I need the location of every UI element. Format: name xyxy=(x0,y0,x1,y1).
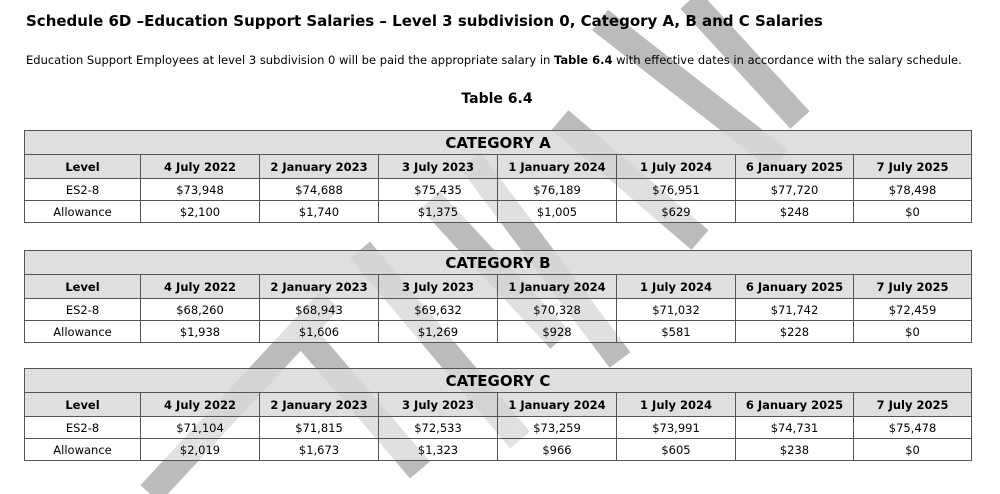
intro-table-ref: Table 6.4 xyxy=(554,53,613,67)
column-header: 1 January 2024 xyxy=(497,154,617,179)
table-row: Allowance $2,019 $1,673 $1,323 $966 $605 $238 $… xyxy=(24,438,973,461)
column-header: 4 July 2022 xyxy=(140,274,260,299)
column-header: 1 January 2024 xyxy=(497,392,617,417)
salary-cell: $1,323 xyxy=(378,438,498,461)
intro-text-before: Education Support Employees at level 3 s… xyxy=(26,53,555,67)
salary-cell: $1,673 xyxy=(259,438,379,461)
salary-cell: $1,938 xyxy=(140,320,260,343)
salary-cell: $629 xyxy=(616,200,736,223)
column-header: 2 January 2023 xyxy=(259,392,379,417)
salary-cell: $76,189 xyxy=(497,178,617,201)
row-label: Allowance xyxy=(24,320,141,343)
salary-cell: $76,951 xyxy=(616,178,736,201)
salary-cell: $70,328 xyxy=(497,298,617,321)
salary-cell: $77,720 xyxy=(735,178,854,201)
salary-cell: $2,019 xyxy=(140,438,260,461)
table-row: ES2-8 $68,260 $68,943 $69,632 $70,328 $71,032… xyxy=(24,298,972,321)
column-header: 7 July 2025 xyxy=(852,154,973,179)
column-header: 2 January 2023 xyxy=(259,154,379,179)
salary-cell: $72,459 xyxy=(853,298,972,321)
salary-cell: $69,632 xyxy=(378,298,498,321)
page-heading: Schedule 6D –Education Support Salaries … xyxy=(26,12,823,30)
salary-cell: $1,269 xyxy=(378,320,498,343)
table-row: Allowance $2,100 $1,740 $1,375 $1,005 $629 $24… xyxy=(24,200,973,223)
salary-cell: $73,259 xyxy=(497,416,617,439)
salary-cell: $68,943 xyxy=(259,298,379,321)
salary-cell: $238 xyxy=(735,438,854,461)
column-header: 6 January 2025 xyxy=(735,392,854,417)
column-header: Level xyxy=(24,154,141,179)
column-header: 1 January 2024 xyxy=(497,274,617,299)
table-row: ES2-8 $73,948 $74,688 $75,435 $76,189 $76,951… xyxy=(24,178,973,201)
salary-cell: $1,005 xyxy=(497,200,617,223)
salary-cell: $75,435 xyxy=(378,178,498,201)
column-header: Level xyxy=(24,392,141,417)
column-header: 6 January 2025 xyxy=(735,274,854,299)
category-c-table: CATEGORY C Level 4 July 2022 2 January 2023… xyxy=(23,368,973,461)
salary-cell: $228 xyxy=(735,320,854,343)
salary-cell: $71,742 xyxy=(735,298,854,321)
category-b-table: CATEGORY B Level 4 July 2022 2 January 2023… xyxy=(24,250,972,343)
column-header: Level xyxy=(24,274,141,299)
salary-cell: $75,478 xyxy=(852,416,973,439)
salary-cell: $966 xyxy=(497,438,617,461)
salary-cell: $74,731 xyxy=(735,416,854,439)
salary-cell: $73,991 xyxy=(616,416,736,439)
column-header: 3 July 2023 xyxy=(378,274,498,299)
row-label: ES2-8 xyxy=(24,178,141,201)
category-title: CATEGORY C xyxy=(23,368,973,393)
column-header: 1 July 2024 xyxy=(616,274,736,299)
salary-cell: $248 xyxy=(735,200,854,223)
salary-cell: $71,104 xyxy=(140,416,260,439)
column-header: 3 July 2023 xyxy=(378,154,498,179)
column-header: 7 July 2025 xyxy=(852,392,973,417)
salary-cell: $72,533 xyxy=(378,416,498,439)
row-label: ES2-8 xyxy=(24,416,141,439)
salary-cell: $1,740 xyxy=(259,200,379,223)
table-row: Allowance $1,938 $1,606 $1,269 $928 $581 $228 $… xyxy=(24,320,972,343)
salary-cell: $0 xyxy=(852,438,973,461)
column-header: 2 January 2023 xyxy=(259,274,379,299)
row-label: ES2-8 xyxy=(24,298,141,321)
category-title: CATEGORY B xyxy=(24,250,972,275)
table-caption: Table 6.4 xyxy=(461,91,533,107)
column-header: 1 July 2024 xyxy=(616,392,736,417)
salary-cell: $71,815 xyxy=(259,416,379,439)
row-label: Allowance xyxy=(24,200,141,223)
column-header: 4 July 2022 xyxy=(140,154,260,179)
salary-cell: $1,606 xyxy=(259,320,379,343)
salary-cell: $71,032 xyxy=(616,298,736,321)
column-header: 1 July 2024 xyxy=(616,154,736,179)
salary-cell: $605 xyxy=(616,438,736,461)
salary-cell: $68,260 xyxy=(140,298,260,321)
column-header: 6 January 2025 xyxy=(735,154,854,179)
salary-cell: $0 xyxy=(852,200,973,223)
column-header: 3 July 2023 xyxy=(378,392,498,417)
intro-text-after: with effective dates in accordance with … xyxy=(612,53,962,67)
intro-paragraph: Education Support Employees at level 3 s… xyxy=(26,53,962,67)
column-header: 4 July 2022 xyxy=(140,392,260,417)
salary-cell: $581 xyxy=(616,320,736,343)
salary-cell: $74,688 xyxy=(259,178,379,201)
salary-cell: $73,948 xyxy=(140,178,260,201)
row-label: Allowance xyxy=(24,438,141,461)
salary-cell: $928 xyxy=(497,320,617,343)
table-row: ES2-8 $71,104 $71,815 $72,533 $73,259 $73,991… xyxy=(24,416,973,439)
salary-cell: $0 xyxy=(853,320,972,343)
category-title: CATEGORY A xyxy=(23,130,973,155)
salary-cell: $78,498 xyxy=(852,178,973,201)
salary-cell: $2,100 xyxy=(140,200,260,223)
column-header: 7 July 2025 xyxy=(853,274,972,299)
category-a-table: CATEGORY A Level 4 July 2022 2 January 2023… xyxy=(23,130,973,223)
salary-cell: $1,375 xyxy=(378,200,498,223)
